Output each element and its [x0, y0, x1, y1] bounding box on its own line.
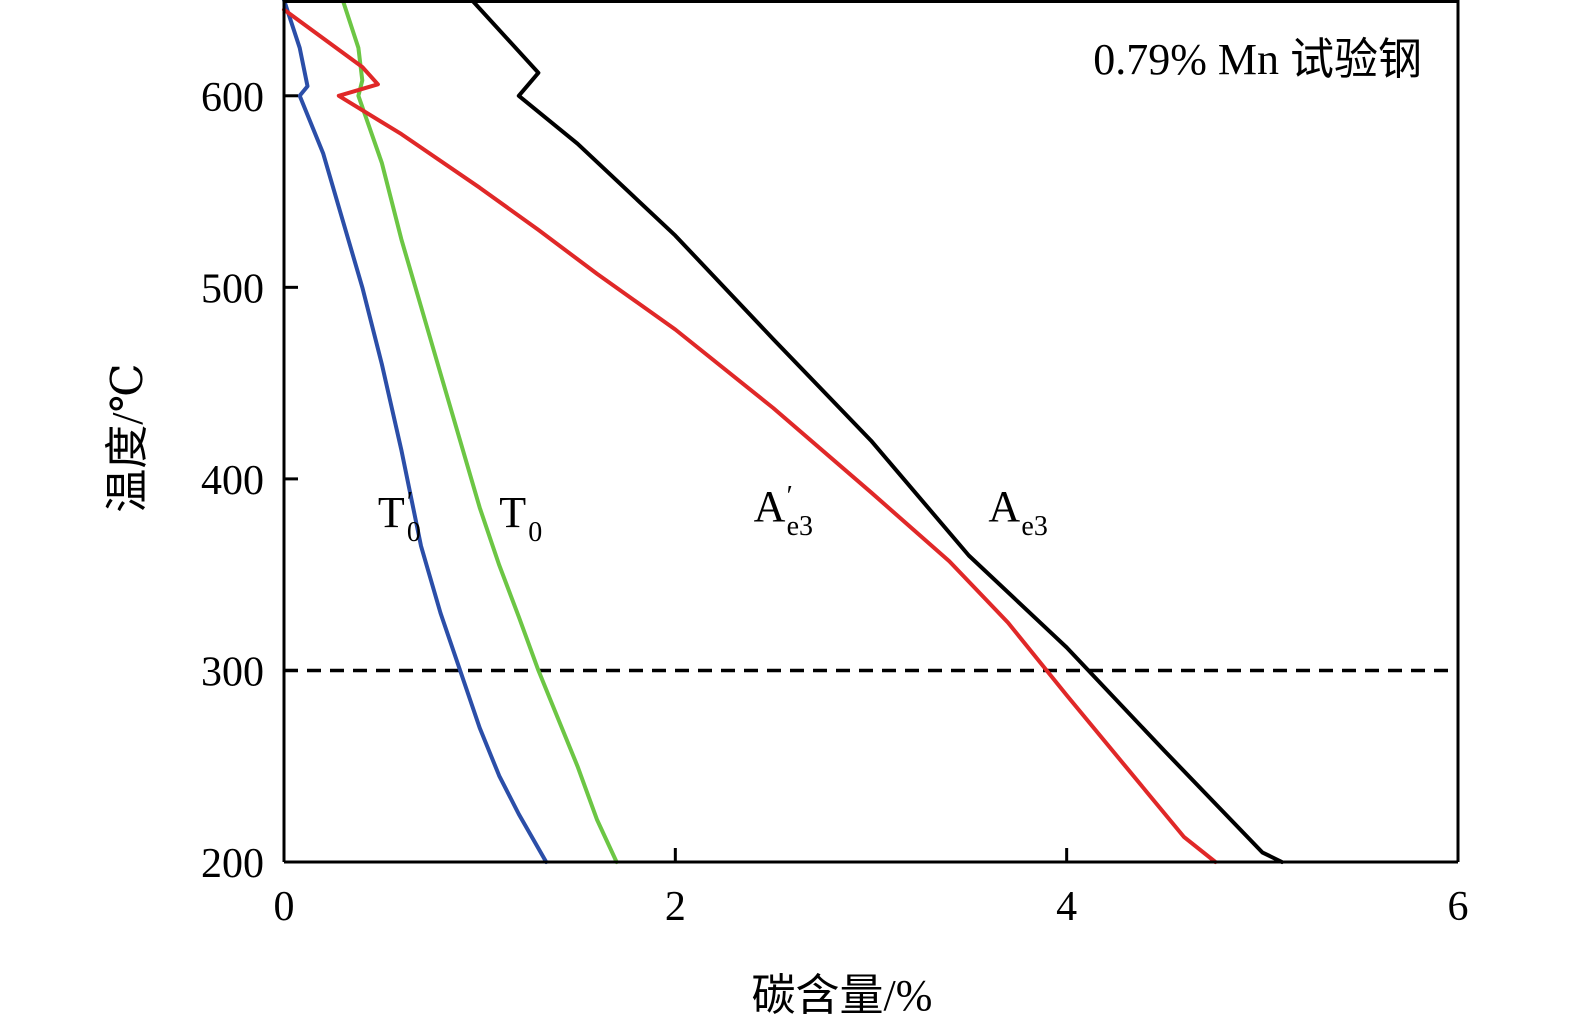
series-label-main: T [378, 488, 405, 537]
y-tick-label-200: 200 [201, 841, 264, 887]
series-line-t0prime [282, 0, 549, 864]
series-line-ae3prime [282, 7, 1218, 864]
series-label-main: T [499, 488, 526, 537]
series-label-main: A [754, 482, 786, 531]
series-label-prime: ′ [407, 487, 413, 518]
series-line-ae3 [469, 0, 1284, 864]
y-tick-label-500: 500 [201, 266, 264, 312]
series-label-sub: 0 [407, 517, 421, 548]
y-tick-label-300: 300 [201, 649, 264, 695]
x-tick-label-0: 0 [274, 884, 295, 930]
series-label-main: A [988, 482, 1020, 531]
series-label-sub: e3 [1021, 511, 1047, 542]
series-label-sub: e3 [787, 511, 813, 542]
x-tick-label-2: 2 [665, 884, 686, 930]
x-tick-label-4: 4 [1056, 884, 1077, 930]
series-label-prime: ′ [787, 481, 793, 512]
x-tick-label-6: 6 [1448, 884, 1469, 930]
y-tick-label-400: 400 [201, 458, 264, 504]
y-tick-label-600: 600 [201, 75, 264, 121]
x-axis-title: 碳含量/% [752, 971, 933, 1020]
series-label-sub: 0 [528, 517, 542, 548]
annotation-label: 0.79% Mn 试验钢 [1093, 35, 1422, 84]
series-label-t0prime: T 0′ [378, 487, 421, 548]
y-axis-title: 温度/℃ [103, 363, 152, 512]
